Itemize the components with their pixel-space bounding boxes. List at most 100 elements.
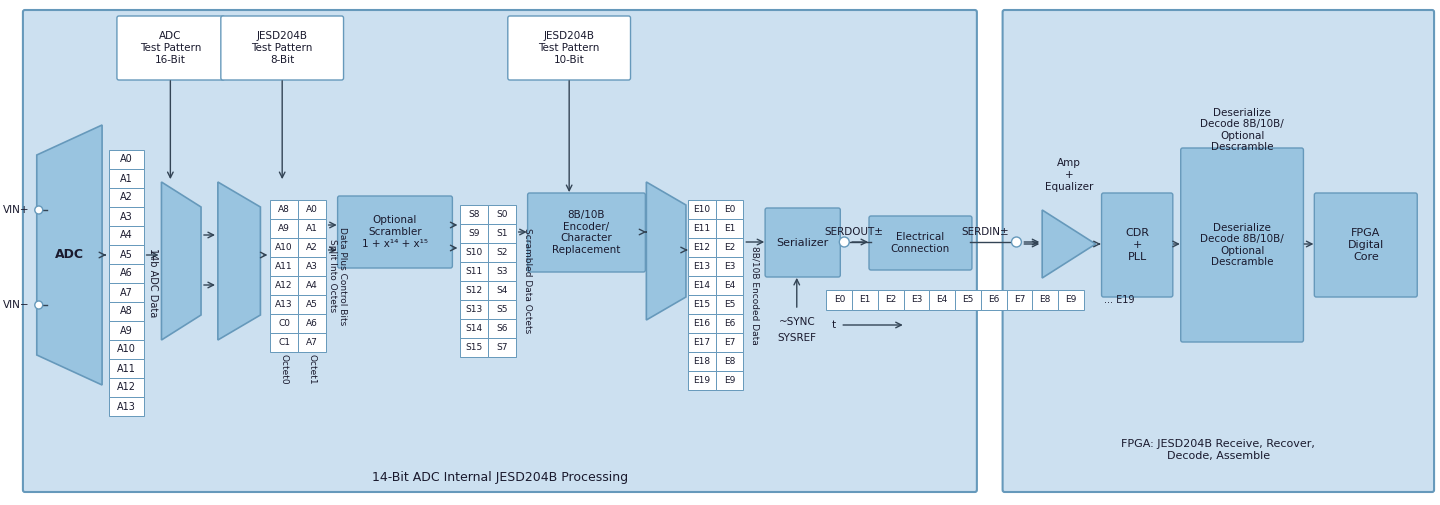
Text: E17: E17	[693, 338, 710, 347]
Text: Octet1: Octet1	[307, 354, 317, 385]
Bar	[461, 262, 488, 281]
Text: S14: S14	[465, 324, 482, 333]
Text: C1: C1	[278, 338, 291, 347]
Text: ADC
Test Pattern
16-Bit: ADC Test Pattern 16-Bit	[140, 31, 202, 65]
Bar	[461, 243, 488, 262]
Text: A0: A0	[120, 155, 132, 165]
Bar	[688, 200, 716, 219]
Text: A1: A1	[305, 224, 318, 233]
Bar	[298, 314, 325, 333]
Text: E0: E0	[834, 295, 845, 305]
Text: E6: E6	[724, 319, 736, 328]
Text: A6: A6	[305, 319, 318, 328]
Text: 8B/10B Encoded Data: 8B/10B Encoded Data	[750, 245, 760, 344]
Text: A0: A0	[305, 205, 318, 214]
Bar	[271, 333, 298, 352]
Polygon shape	[647, 182, 685, 320]
Text: A4: A4	[120, 230, 132, 240]
Text: E7: E7	[1014, 295, 1025, 305]
Bar	[109, 150, 144, 169]
Bar	[716, 295, 743, 314]
Text: FPGA: JESD204B Receive, Recover,
Decode, Assemble: FPGA: JESD204B Receive, Recover, Decode,…	[1122, 439, 1315, 461]
Text: E2: E2	[724, 243, 734, 252]
Bar	[109, 302, 144, 321]
Bar	[109, 226, 144, 245]
Bar	[1007, 290, 1032, 310]
Text: E1: E1	[860, 295, 871, 305]
Bar	[271, 314, 298, 333]
Text: E3: E3	[724, 262, 736, 271]
Text: E19: E19	[693, 376, 710, 385]
Circle shape	[1011, 237, 1021, 247]
Text: S2: S2	[497, 248, 507, 257]
Text: SERDIN±: SERDIN±	[960, 227, 1008, 237]
Bar	[688, 352, 716, 371]
Text: Scrambled Data Octets: Scrambled Data Octets	[523, 228, 533, 334]
Text: S10: S10	[465, 248, 482, 257]
Bar	[981, 290, 1007, 310]
Text: SERDOUT±: SERDOUT±	[825, 227, 884, 237]
Text: E8: E8	[1040, 295, 1051, 305]
FancyBboxPatch shape	[527, 193, 645, 272]
Bar	[716, 276, 743, 295]
Polygon shape	[37, 125, 102, 385]
FancyBboxPatch shape	[1181, 148, 1303, 342]
FancyBboxPatch shape	[337, 196, 452, 268]
Text: A10: A10	[117, 344, 135, 355]
Bar	[852, 290, 878, 310]
Bar	[461, 300, 488, 319]
Text: E6: E6	[988, 295, 999, 305]
Text: S8: S8	[468, 210, 480, 219]
Bar	[109, 397, 144, 416]
Bar	[461, 205, 488, 224]
Bar	[488, 319, 516, 338]
Bar	[716, 314, 743, 333]
Text: C0: C0	[278, 319, 291, 328]
Text: A4: A4	[305, 281, 318, 290]
Text: E9: E9	[1066, 295, 1077, 305]
Bar	[271, 238, 298, 257]
Bar	[827, 290, 852, 310]
Bar	[298, 219, 325, 238]
Text: Optional
Scrambler
1 + x¹⁴ + x¹⁵: Optional Scrambler 1 + x¹⁴ + x¹⁵	[361, 216, 428, 248]
Text: A5: A5	[305, 300, 318, 309]
Bar	[298, 333, 325, 352]
Bar	[688, 333, 716, 352]
Bar	[109, 188, 144, 207]
Text: Serializer: Serializer	[776, 237, 829, 247]
Text: E7: E7	[724, 338, 736, 347]
Text: E4: E4	[724, 281, 734, 290]
Text: E12: E12	[693, 243, 710, 252]
Bar	[109, 207, 144, 226]
Bar	[109, 169, 144, 188]
Text: FPGA
Digital
Core: FPGA Digital Core	[1348, 228, 1384, 262]
Bar	[488, 243, 516, 262]
Text: S11: S11	[465, 267, 482, 276]
Text: A11: A11	[117, 364, 135, 374]
Bar	[271, 257, 298, 276]
Bar	[878, 290, 904, 310]
Polygon shape	[217, 182, 261, 340]
Bar	[298, 200, 325, 219]
Text: SYSREF: SYSREF	[778, 333, 816, 343]
Bar	[688, 314, 716, 333]
Bar	[271, 219, 298, 238]
Text: E4: E4	[936, 295, 948, 305]
Bar	[955, 290, 981, 310]
Text: E2: E2	[886, 295, 897, 305]
Text: A9: A9	[120, 326, 132, 335]
Text: E9: E9	[724, 376, 736, 385]
Bar	[488, 300, 516, 319]
Polygon shape	[161, 182, 202, 340]
Text: E13: E13	[693, 262, 710, 271]
FancyBboxPatch shape	[220, 16, 344, 80]
Circle shape	[35, 301, 43, 309]
Bar	[716, 238, 743, 257]
Text: CDR
+
PLL: CDR + PLL	[1125, 228, 1149, 262]
Text: Data Plus Control Bits
Split Into Octets: Data Plus Control Bits Split Into Octets	[328, 227, 347, 325]
Bar	[488, 338, 516, 357]
Text: S15: S15	[465, 343, 482, 352]
Bar	[716, 371, 743, 390]
Text: S13: S13	[465, 305, 482, 314]
Text: VIN+: VIN+	[3, 205, 30, 215]
